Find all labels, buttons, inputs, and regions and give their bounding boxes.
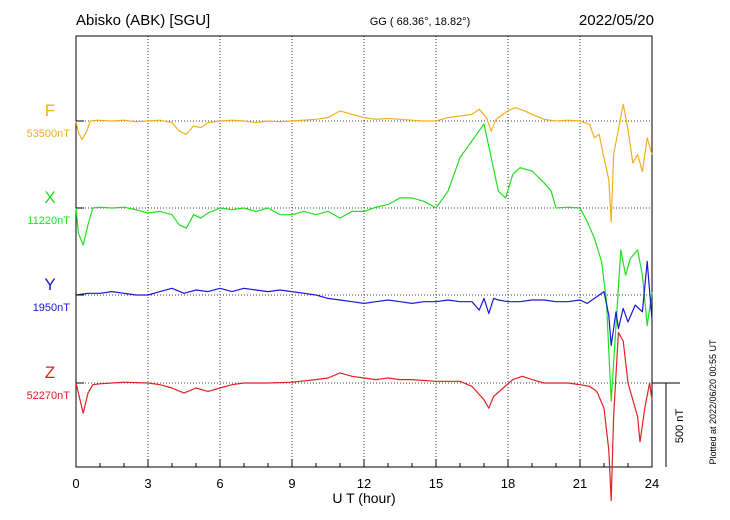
- series-label-x: X: [44, 188, 55, 207]
- baseline-label-f: 53500nT: [27, 128, 71, 140]
- baseline-label-x: 11220nT: [27, 215, 70, 227]
- x-axis-label: U T (hour): [332, 490, 395, 506]
- x-tick-label: 12: [357, 476, 371, 491]
- baseline-label-y: 1950nT: [33, 302, 71, 314]
- scale-bar-label: 500 nT: [674, 409, 686, 444]
- x-tick-label: 3: [144, 476, 151, 491]
- series-label-z: Z: [45, 363, 55, 382]
- station-title: Abisko (ABK) [SGU]: [76, 12, 210, 29]
- x-axis: 0 3 6 9 12 15 18 21 24: [72, 120, 659, 491]
- x-tick-label: 15: [429, 476, 443, 491]
- series-line-z: [75, 332, 653, 502]
- coordinates-label: GG ( 68.36°, 18.82°): [370, 16, 471, 28]
- scale-bar: 500 nT: [652, 382, 686, 467]
- x-tick-label: 0: [72, 476, 79, 491]
- x-tick-label: 18: [501, 476, 515, 491]
- x-tick-label: 9: [288, 476, 295, 491]
- series-label-y: Y: [44, 275, 55, 294]
- series-label-f: F: [45, 101, 55, 120]
- date-label: 2022/05/20: [579, 12, 654, 29]
- plot-timestamp-note: Plotted at 2022/06/20 00:55 UT: [708, 339, 718, 465]
- series-line-x: [75, 123, 653, 402]
- baseline-label-z: 52270nT: [27, 390, 71, 402]
- grid: [76, 36, 652, 467]
- x-tick-label: 21: [573, 476, 587, 491]
- series-layer: F 53500nT X 11220nT Y 1950nT Z 52270nT: [27, 101, 653, 502]
- x-tick-label: 6: [216, 476, 223, 491]
- series-line-f: [75, 103, 653, 223]
- x-tick-label: 24: [645, 476, 659, 491]
- series-line-y: [75, 260, 653, 346]
